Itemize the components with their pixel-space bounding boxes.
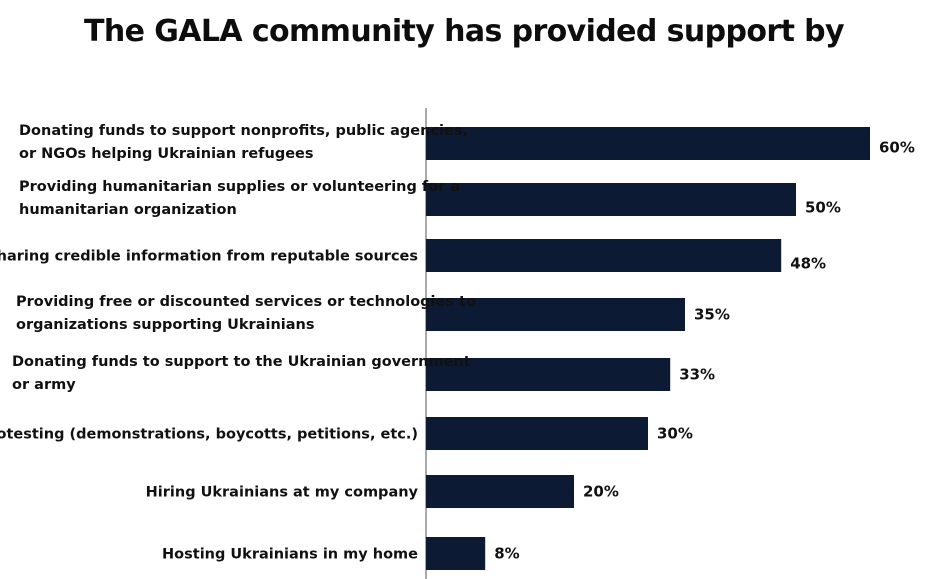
bar-2 — [426, 239, 782, 272]
chart-title: The GALA community has provided support … — [83, 14, 845, 49]
category-label-3-line-0: Providing free or discounted services or… — [16, 294, 476, 310]
bar-0 — [426, 127, 870, 160]
category-label-6-line-0: Hiring Ukrainians at my company — [146, 485, 419, 501]
bar-7 — [426, 537, 486, 570]
category-label-7-line-0: Hosting Ukrainians in my home — [162, 547, 418, 563]
bar-5 — [426, 417, 648, 450]
data-label-2: 48% — [790, 255, 826, 273]
category-label-1-line-1: humanitarian organization — [19, 202, 237, 218]
category-label-4-line-0: Donating funds to support to the Ukraini… — [12, 354, 471, 370]
category-label-2-line-0: Sharing credible information from reputa… — [0, 249, 418, 265]
data-label-6: 20% — [583, 483, 619, 501]
category-label-1-line-0: Providing humanitarian supplies or volun… — [19, 179, 460, 195]
data-label-1: 50% — [805, 199, 841, 217]
category-label-0-line-0: Donating funds to support nonprofits, pu… — [19, 123, 468, 139]
bar-6 — [426, 475, 574, 508]
bar-1 — [426, 183, 796, 216]
data-label-4: 33% — [679, 366, 715, 384]
category-label-0-line-1: or NGOs helping Ukrainian refugees — [19, 146, 314, 162]
data-label-7: 8% — [494, 545, 519, 563]
data-label-0: 60% — [879, 139, 915, 157]
bar-4 — [426, 358, 671, 391]
category-label-5-line-0: Protesting (demonstrations, boycotts, pe… — [0, 427, 418, 443]
category-label-3-line-1: organizations supporting Ukrainians — [16, 317, 315, 333]
category-label-4-line-1: or army — [12, 377, 76, 393]
bar-3 — [426, 298, 685, 331]
data-label-3: 35% — [694, 306, 730, 324]
data-label-5: 30% — [657, 425, 693, 443]
